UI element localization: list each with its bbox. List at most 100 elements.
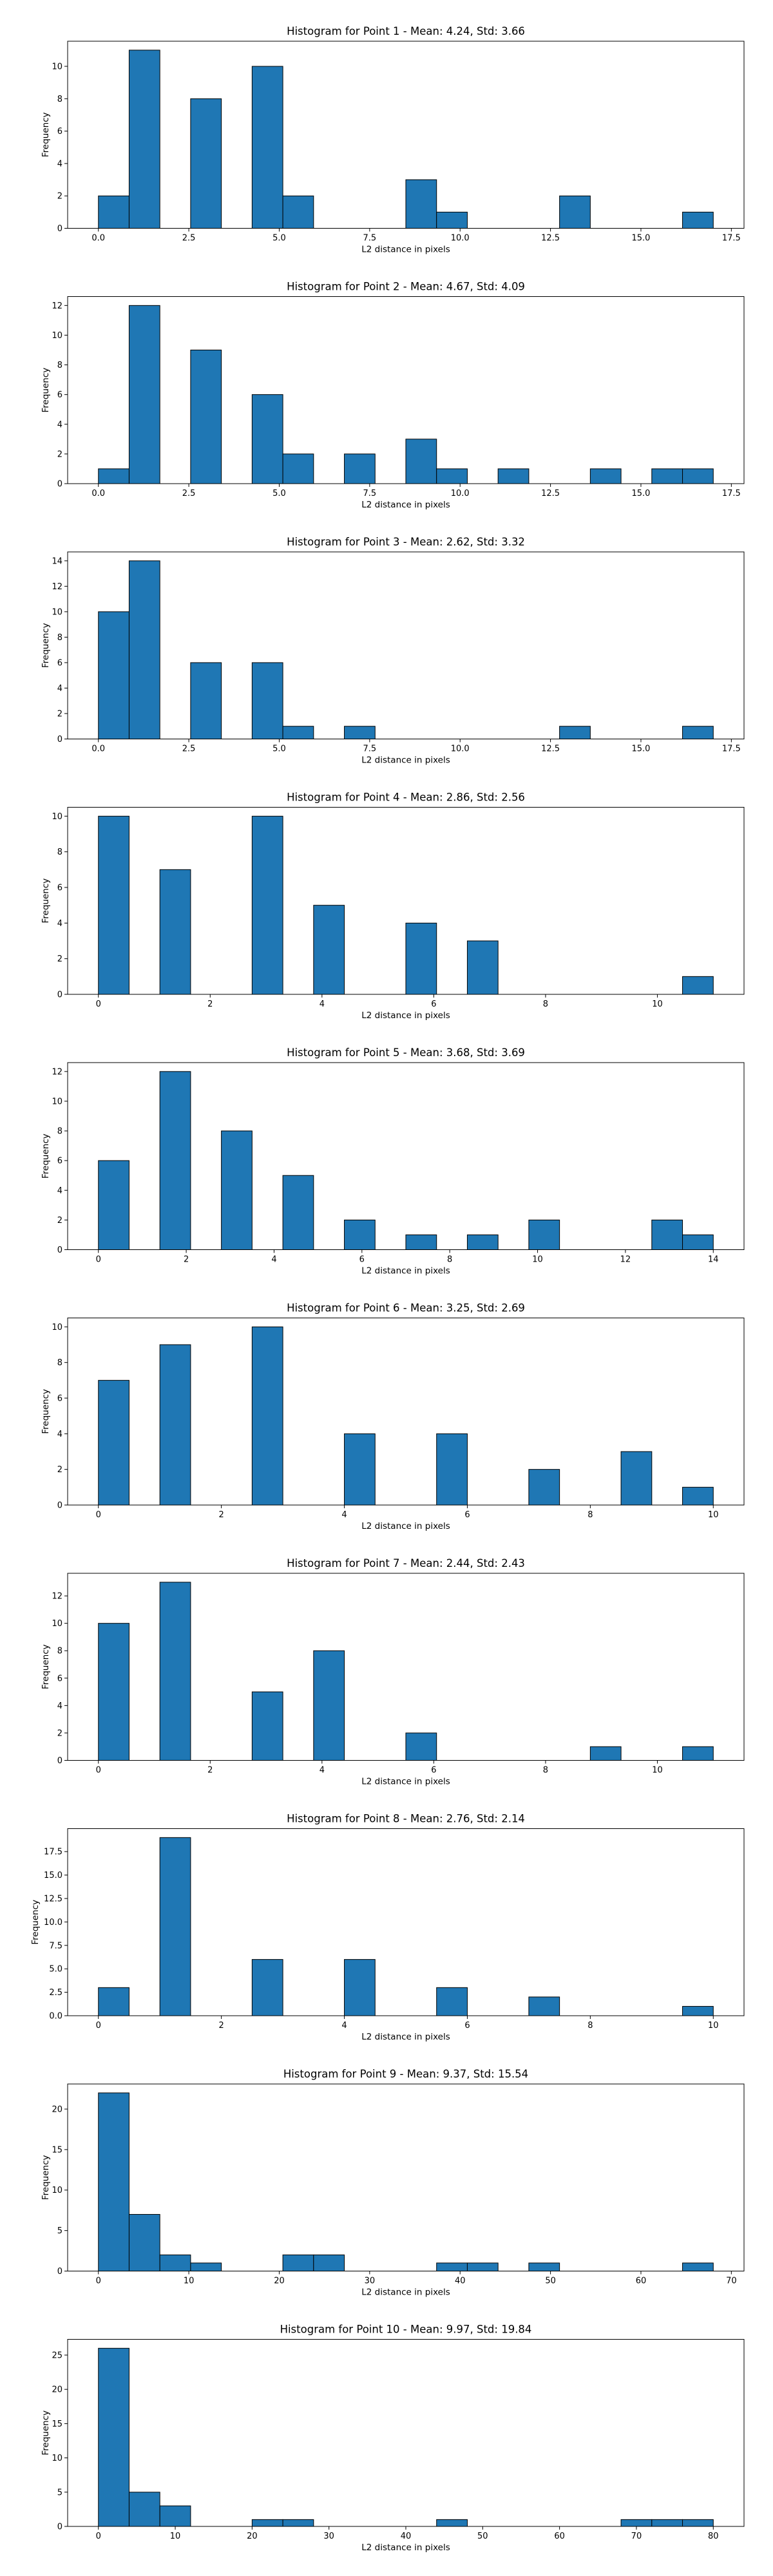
chart-panel-1: Histogram for Point 1 - Mean: 4.24, Std:… [41,25,745,255]
y-axis-label: Frequency [41,623,51,668]
y-tick-label: 25 [52,2351,62,2360]
histogram-bar [282,2254,314,2271]
y-tick-label: 0 [57,735,62,744]
histogram-bar [251,394,283,484]
plot-frame [67,1062,745,1250]
histogram-bar [466,1234,499,1251]
x-tick-label: 0.0 [91,744,105,754]
histogram-bar [682,2005,714,2016]
x-tick-label: 10.0 [451,489,470,498]
y-tick-label: 0 [57,224,62,234]
chart-panel-8: Histogram for Point 8 - Mean: 2.76, Std:… [30,1813,745,2042]
x-axis-label: L2 distance in pixels [361,2543,450,2553]
y-tick-label: 6 [57,390,62,400]
y-tick-label: 0 [57,480,62,489]
histogram-bar [436,1433,468,1506]
x-axis-label: L2 distance in pixels [361,1266,450,1276]
y-tick-label: 15 [52,2420,62,2429]
y-tick-label: 10 [52,1619,62,1629]
x-tick-label: 10 [652,1766,663,1776]
histogram-bar [251,815,283,995]
x-tick-label: 6 [431,999,436,1009]
x-axis-label: L2 distance in pixels [361,2287,450,2298]
histogram-bar [682,1234,714,1251]
histogram-bar [128,305,160,484]
histogram-bar [251,1326,283,1506]
y-tick-label: 8 [57,1358,62,1368]
y-tick-label: 10 [52,62,62,71]
x-tick-label: 50 [477,2532,488,2541]
y-tick-label: 8 [57,361,62,370]
histogram-bar [344,1433,376,1506]
histogram-bar [251,2519,283,2527]
histogram-bar [344,1219,376,1251]
histogram-bar [589,468,622,484]
histogram-bar [436,2262,468,2272]
histogram-bar [159,1837,191,2016]
y-tick-label: 2 [57,709,62,719]
y-tick-label: 6 [57,1394,62,1404]
x-tick-label: 8 [543,1766,548,1776]
histogram-bar [98,1623,129,1761]
y-tick-label: 12 [52,582,62,592]
plot-frame [67,551,745,739]
y-tick-label: 4 [57,1430,62,1439]
x-tick-label: 0 [96,1255,101,1265]
y-tick-label: 20 [52,2385,62,2395]
x-tick-label: 4 [341,1510,347,1520]
x-tick-label: 30 [323,2532,334,2541]
x-tick-label: 0.0 [91,234,105,243]
x-tick-label: 0 [96,999,101,1009]
plot-frame [67,41,745,229]
histogram-bar [682,976,714,995]
x-tick-label: 40 [401,2532,412,2541]
y-axis-label: Frequency [41,2155,51,2200]
x-tick-label: 7.5 [363,489,377,498]
x-axis-label: L2 distance in pixels [361,1010,450,1021]
y-tick-label: 2 [57,1728,62,1738]
chart-panel-4: Histogram for Point 4 - Mean: 2.86, Std:… [41,791,745,1021]
x-axis-label: L2 distance in pixels [361,755,450,766]
x-tick-label: 10 [708,2021,719,2031]
histogram-bar [466,2262,499,2272]
y-tick-label: 4 [57,684,62,694]
histogram-bar [405,439,437,484]
histogram-bar [682,1486,714,1506]
x-tick-label: 4 [320,1766,325,1776]
x-tick-label: 5.0 [272,234,286,243]
y-tick-label: 8 [57,848,62,857]
x-axis-label: L2 distance in pixels [361,1521,450,1531]
y-tick-label: 2 [57,1465,62,1475]
x-tick-label: 2.5 [182,234,196,243]
x-tick-label: 0 [96,2532,101,2541]
y-axis-label: Frequency [41,878,51,923]
x-tick-label: 10 [170,2532,181,2541]
histogram-bar [344,453,376,484]
x-axis-label: L2 distance in pixels [361,245,450,255]
x-axis-label: L2 distance in pixels [361,500,450,510]
histogram-bar [128,2213,160,2272]
chart-panel-9: Histogram for Point 9 - Mean: 9.37, Std:… [41,2068,745,2298]
chart-panel-5: Histogram for Point 5 - Mean: 3.68, Std:… [41,1046,745,1276]
histogram-bar [528,1219,560,1251]
histogram-bar [282,726,314,739]
y-tick-label: 0 [57,2267,62,2277]
histogram-bar [405,179,437,229]
histogram-bar [159,2254,191,2271]
x-tick-label: 50 [545,2277,556,2286]
histogram-bar [620,2519,653,2527]
y-axis-label: Frequency [41,112,51,157]
histogram-bar [405,1234,437,1251]
y-axis-label: Frequency [41,1389,51,1434]
y-tick-label: 8 [57,1127,62,1137]
chart-title: Histogram for Point 1 - Mean: 4.24, Std:… [287,25,525,37]
x-tick-label: 20 [247,2532,258,2541]
y-tick-label: 4 [57,420,62,430]
x-tick-label: 7.5 [363,744,377,754]
y-tick-label: 8 [57,95,62,104]
y-tick-label: 10 [52,1323,62,1332]
y-tick-label: 7.5 [49,1941,62,1951]
plot-frame [67,2339,745,2527]
x-tick-label: 10.0 [451,744,470,754]
y-tick-label: 6 [57,1157,62,1166]
